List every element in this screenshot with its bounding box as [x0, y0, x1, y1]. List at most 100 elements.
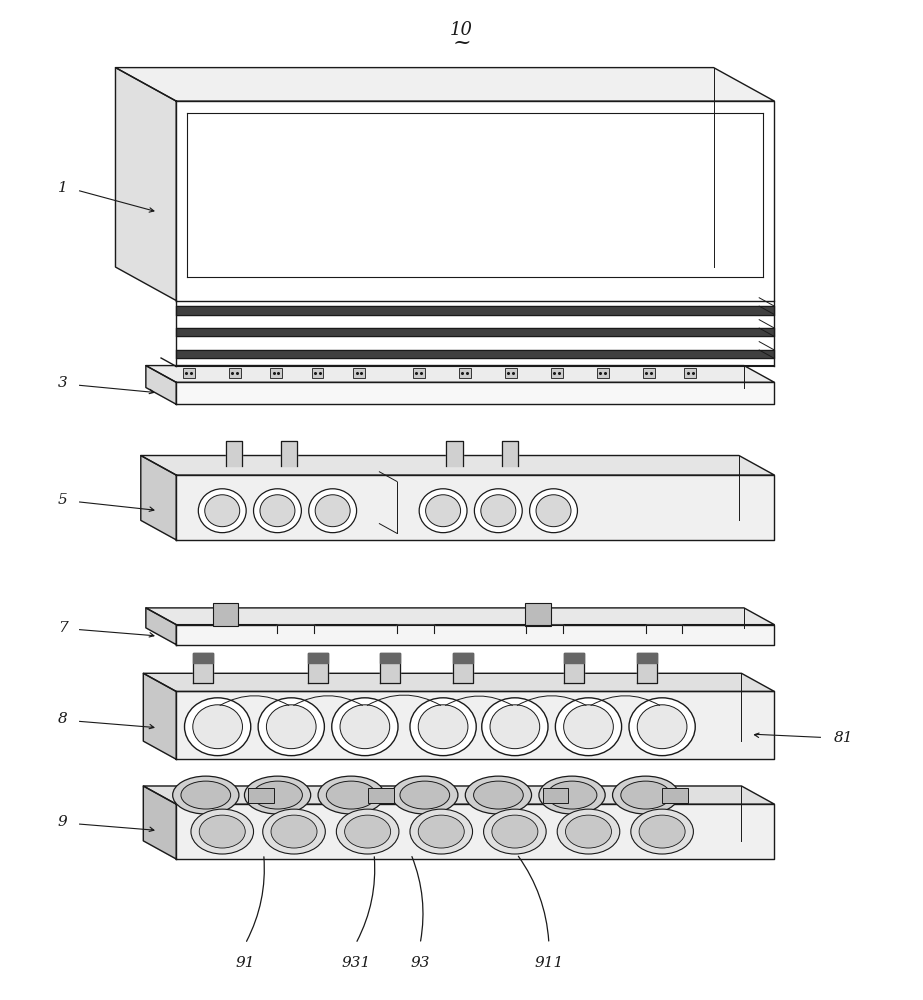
Polygon shape: [176, 691, 774, 759]
Bar: [662, 788, 688, 803]
Ellipse shape: [260, 495, 295, 527]
Ellipse shape: [639, 815, 685, 848]
Polygon shape: [176, 475, 774, 540]
Text: 1: 1: [58, 181, 67, 195]
Ellipse shape: [331, 698, 398, 756]
Ellipse shape: [536, 495, 571, 527]
Ellipse shape: [484, 809, 546, 854]
Ellipse shape: [557, 809, 619, 854]
Polygon shape: [307, 653, 328, 683]
Ellipse shape: [566, 815, 612, 848]
Polygon shape: [564, 653, 584, 683]
Text: 911: 911: [534, 956, 564, 970]
Ellipse shape: [263, 809, 325, 854]
Ellipse shape: [198, 489, 246, 533]
Polygon shape: [143, 786, 176, 859]
Ellipse shape: [564, 705, 614, 749]
Polygon shape: [379, 653, 400, 663]
Ellipse shape: [336, 809, 399, 854]
Ellipse shape: [474, 489, 522, 533]
Polygon shape: [176, 625, 774, 645]
Ellipse shape: [254, 489, 302, 533]
Text: 91: 91: [235, 956, 255, 970]
Ellipse shape: [271, 815, 317, 848]
Ellipse shape: [621, 781, 670, 809]
Polygon shape: [193, 653, 213, 683]
Text: 3: 3: [58, 376, 67, 390]
Polygon shape: [447, 441, 463, 466]
Bar: [459, 368, 471, 378]
Ellipse shape: [253, 781, 303, 809]
Bar: [248, 788, 274, 803]
Ellipse shape: [465, 776, 532, 814]
Bar: [505, 368, 517, 378]
Ellipse shape: [426, 495, 461, 527]
Bar: [311, 368, 323, 378]
Polygon shape: [637, 653, 657, 663]
Polygon shape: [637, 653, 657, 683]
Polygon shape: [143, 673, 176, 759]
Ellipse shape: [191, 809, 254, 854]
Ellipse shape: [630, 809, 693, 854]
Polygon shape: [176, 328, 774, 336]
Ellipse shape: [637, 705, 687, 749]
Polygon shape: [146, 366, 176, 404]
Bar: [212, 603, 238, 626]
Bar: [543, 788, 569, 803]
Polygon shape: [281, 441, 297, 466]
Polygon shape: [379, 653, 400, 683]
Polygon shape: [193, 653, 213, 663]
Ellipse shape: [318, 776, 384, 814]
Text: 7: 7: [58, 621, 67, 635]
Polygon shape: [526, 625, 563, 633]
Polygon shape: [146, 608, 176, 645]
Polygon shape: [176, 804, 774, 859]
Ellipse shape: [173, 776, 239, 814]
Ellipse shape: [492, 815, 538, 848]
Ellipse shape: [185, 698, 251, 756]
Polygon shape: [397, 625, 434, 633]
Polygon shape: [453, 653, 473, 683]
Ellipse shape: [400, 781, 450, 809]
Polygon shape: [225, 441, 242, 466]
Polygon shape: [146, 366, 774, 382]
Ellipse shape: [418, 815, 464, 848]
Bar: [684, 368, 696, 378]
Ellipse shape: [556, 698, 621, 756]
Ellipse shape: [245, 776, 311, 814]
Polygon shape: [564, 653, 584, 663]
Bar: [229, 368, 241, 378]
Text: 5: 5: [58, 493, 67, 507]
Text: 81: 81: [834, 731, 854, 745]
Ellipse shape: [629, 698, 695, 756]
Ellipse shape: [490, 705, 540, 749]
Bar: [367, 788, 393, 803]
Polygon shape: [278, 625, 314, 633]
Ellipse shape: [344, 815, 390, 848]
Ellipse shape: [613, 776, 678, 814]
Ellipse shape: [547, 781, 597, 809]
Polygon shape: [143, 786, 774, 804]
Polygon shape: [307, 653, 328, 663]
Polygon shape: [143, 673, 774, 691]
Text: 8: 8: [58, 712, 67, 726]
Ellipse shape: [193, 705, 243, 749]
Ellipse shape: [315, 495, 350, 527]
Bar: [413, 368, 425, 378]
Bar: [551, 368, 563, 378]
Ellipse shape: [340, 705, 390, 749]
Bar: [525, 603, 551, 626]
Ellipse shape: [530, 489, 578, 533]
Text: 93: 93: [411, 956, 430, 970]
Ellipse shape: [473, 781, 523, 809]
Ellipse shape: [327, 781, 376, 809]
Ellipse shape: [419, 489, 467, 533]
Bar: [353, 368, 365, 378]
Ellipse shape: [308, 489, 356, 533]
Ellipse shape: [199, 815, 246, 848]
Ellipse shape: [205, 495, 240, 527]
Bar: [183, 368, 195, 378]
Ellipse shape: [482, 698, 548, 756]
Polygon shape: [176, 101, 774, 301]
Bar: [642, 368, 654, 378]
